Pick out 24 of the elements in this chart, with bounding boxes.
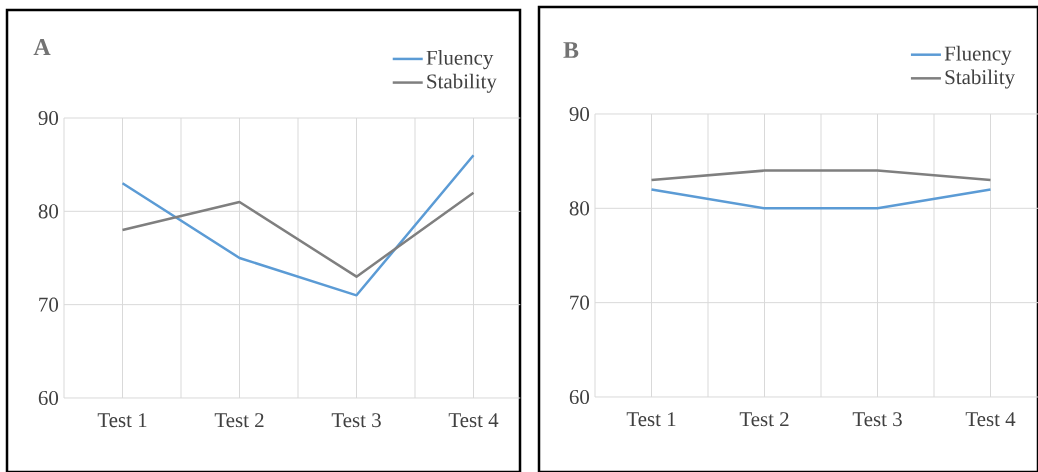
x-tick-label: Test 3 — [331, 413, 381, 428]
x-tick-label: Test 2 — [739, 412, 789, 427]
line-series — [121, 191, 475, 278]
y-tick-label: 80 — [569, 201, 590, 216]
y-tick-label: 90 — [38, 110, 59, 126]
y-tick-label: 60 — [38, 390, 59, 406]
x-tick-label: Test 2 — [214, 413, 264, 428]
y-tick-label: 70 — [570, 295, 590, 310]
x-tick-label: Test 3 — [852, 412, 902, 427]
x-tick-label: Test 1 — [97, 413, 147, 428]
x-tick-label: Test 1 — [626, 412, 676, 427]
y-tick-label: 90 — [569, 106, 590, 122]
y-tick-label: 70 — [39, 297, 59, 312]
y-tick-label: 80 — [38, 204, 59, 219]
chart-title: A — [33, 39, 51, 55]
legend-label: Fluency — [426, 50, 494, 70]
legend-label: Stability — [427, 73, 497, 93]
y-tick-label: 60 — [569, 389, 590, 405]
legend-label: Stability — [945, 69, 1015, 89]
x-tick-label: Test 4 — [448, 413, 499, 428]
legend-label: Fluency — [944, 45, 1012, 65]
line-series — [121, 154, 475, 297]
chart-title: B — [563, 42, 579, 58]
x-tick-label: Test 4 — [965, 412, 1016, 427]
